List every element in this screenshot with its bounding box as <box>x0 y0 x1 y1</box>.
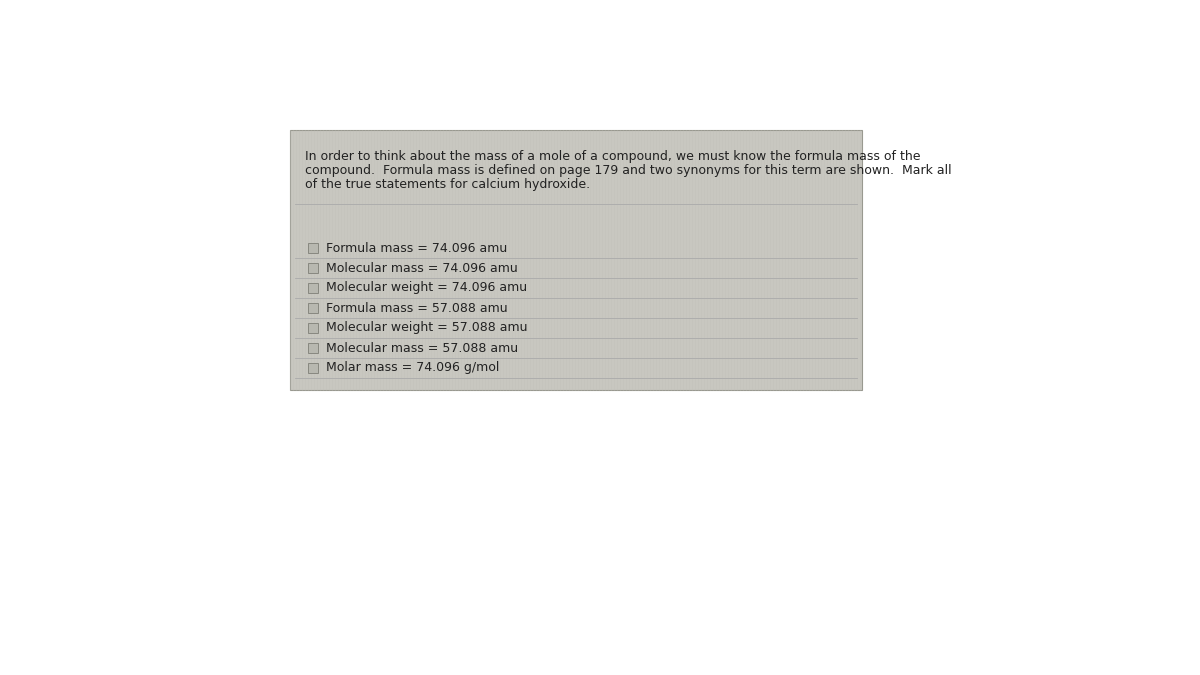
Bar <box>308 263 318 273</box>
Bar <box>308 363 318 373</box>
Bar <box>308 283 318 293</box>
Text: of the true statements for calcium hydroxide.: of the true statements for calcium hydro… <box>305 178 590 191</box>
Bar <box>290 130 862 390</box>
Bar <box>308 303 318 313</box>
Text: Molecular mass = 74.096 amu: Molecular mass = 74.096 amu <box>326 261 517 275</box>
Text: Molecular weight = 74.096 amu: Molecular weight = 74.096 amu <box>326 281 527 294</box>
Text: Formula mass = 57.088 amu: Formula mass = 57.088 amu <box>326 302 508 315</box>
Text: Molecular mass = 57.088 amu: Molecular mass = 57.088 amu <box>326 342 518 354</box>
Text: In order to think about the mass of a mole of a compound, we must know the formu: In order to think about the mass of a mo… <box>305 150 920 163</box>
Text: Formula mass = 74.096 amu: Formula mass = 74.096 amu <box>326 242 508 254</box>
Bar <box>308 243 318 253</box>
Text: Molecular weight = 57.088 amu: Molecular weight = 57.088 amu <box>326 321 528 335</box>
Bar <box>308 323 318 333</box>
Text: compound.  Formula mass is defined on page 179 and two synonyms for this term ar: compound. Formula mass is defined on pag… <box>305 164 952 177</box>
Text: Molar mass = 74.096 g/mol: Molar mass = 74.096 g/mol <box>326 362 499 375</box>
Bar <box>308 343 318 353</box>
